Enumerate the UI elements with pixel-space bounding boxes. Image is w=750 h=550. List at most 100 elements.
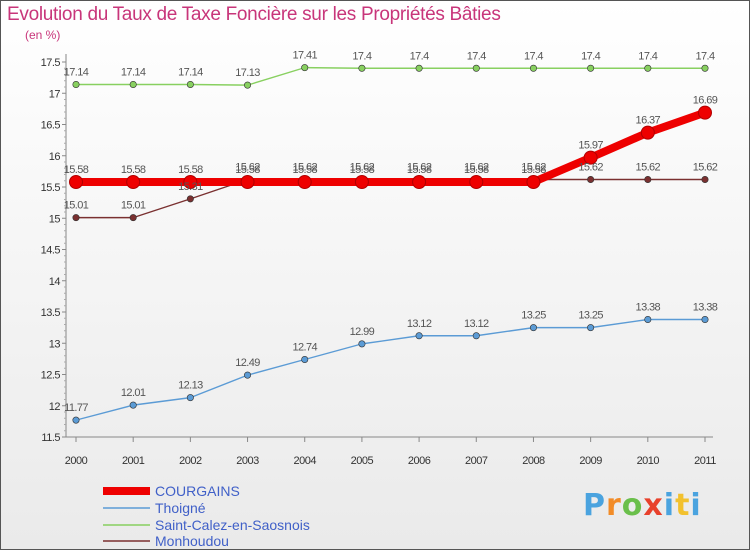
data-point xyxy=(186,81,194,89)
logo-letter: P xyxy=(583,488,606,523)
data-point xyxy=(640,125,655,140)
data-label: 15.62 xyxy=(235,162,260,174)
y-tick-label: 15 xyxy=(49,213,61,225)
data-point xyxy=(701,64,709,72)
data-point xyxy=(301,355,309,363)
data-point xyxy=(583,150,598,165)
y-tick-label: 17 xyxy=(49,88,61,100)
data-point xyxy=(415,332,423,340)
data-label: 12.13 xyxy=(178,380,203,392)
logo-letter: x xyxy=(643,488,664,523)
x-tick-label: 2007 xyxy=(465,455,488,467)
data-label: 15.01 xyxy=(64,200,89,212)
legend-label: Monhoudou xyxy=(155,533,229,549)
x-tick-label: 2008 xyxy=(522,455,545,467)
data-point xyxy=(72,416,80,424)
y-tick-label: 12 xyxy=(49,401,61,413)
data-label: 15.62 xyxy=(578,162,603,174)
data-label: 16.37 xyxy=(636,115,661,127)
data-label: 12.01 xyxy=(121,387,146,399)
data-label: 17.4 xyxy=(410,50,429,62)
data-point xyxy=(72,214,80,222)
data-label: 13.38 xyxy=(693,302,718,314)
legend-label: Saint-Calez-en-Saosnois xyxy=(155,517,310,533)
data-label: 17.13 xyxy=(235,67,260,79)
data-point xyxy=(644,176,652,184)
data-label: 17.4 xyxy=(524,50,543,62)
series-line-saint-calez-en-saosnois xyxy=(75,66,706,86)
data-label: 15.58 xyxy=(121,164,146,176)
x-tick-label: 2006 xyxy=(408,455,431,467)
data-label: 17.4 xyxy=(352,50,371,62)
data-label: 17.4 xyxy=(695,50,714,62)
data-label: 17.14 xyxy=(178,67,203,79)
data-label: 15.62 xyxy=(636,162,661,174)
data-label: 15.62 xyxy=(521,162,546,174)
data-label: 17.4 xyxy=(638,50,657,62)
logo-letter: t xyxy=(675,488,691,523)
data-point xyxy=(698,105,712,120)
data-label: 15.62 xyxy=(464,162,489,174)
y-tick-label: 14.5 xyxy=(41,245,61,257)
data-point xyxy=(644,64,652,72)
data-point xyxy=(297,175,312,189)
data-label: 15.58 xyxy=(178,164,203,176)
data-point xyxy=(587,176,595,184)
x-tick-label: 2004 xyxy=(293,455,316,467)
data-point xyxy=(129,401,137,409)
data-label: 15.62 xyxy=(350,162,375,174)
data-point xyxy=(526,175,541,189)
y-tick-label: 15.5 xyxy=(41,182,61,194)
data-point xyxy=(701,176,709,184)
data-point xyxy=(244,81,252,89)
logo-letter: r xyxy=(606,488,622,523)
data-point xyxy=(472,64,480,72)
y-tick-label: 16.5 xyxy=(41,120,61,132)
y-tick-label: 13.5 xyxy=(41,307,61,319)
y-tick-label: 13 xyxy=(49,338,61,350)
data-label: 17.41 xyxy=(292,50,317,62)
data-point xyxy=(244,371,252,379)
data-point xyxy=(301,64,309,72)
data-label: 12.49 xyxy=(235,357,260,369)
data-point xyxy=(72,81,80,89)
data-label: 13.25 xyxy=(578,310,603,322)
data-label: 11.77 xyxy=(64,402,88,414)
data-label: 15.62 xyxy=(407,162,432,174)
data-point xyxy=(126,175,141,189)
x-tick-label: 2009 xyxy=(579,455,602,467)
legend-label: COURGAINS xyxy=(155,483,240,499)
data-point xyxy=(412,175,427,189)
data-label: 15.58 xyxy=(464,164,489,176)
data-point xyxy=(354,175,369,189)
data-label: 16.69 xyxy=(693,95,718,107)
x-tick-label: 2003 xyxy=(236,455,259,467)
data-point xyxy=(469,175,484,189)
data-label: 13.38 xyxy=(636,302,661,314)
data-label: 15.31 xyxy=(178,181,203,193)
y-tick-label: 12.5 xyxy=(41,370,61,382)
x-tick-label: 2000 xyxy=(65,455,88,467)
data-label: 15.58 xyxy=(64,164,89,176)
data-label: 17.4 xyxy=(581,50,600,62)
data-point xyxy=(701,315,709,323)
data-label: 15.58 xyxy=(292,164,317,176)
data-label: 15.58 xyxy=(407,164,432,176)
data-label: 17.14 xyxy=(121,67,146,79)
data-label: 15.62 xyxy=(292,162,317,174)
data-label: 15.58 xyxy=(350,164,375,176)
data-label: 15.62 xyxy=(693,162,718,174)
series-line-thoign- xyxy=(75,318,706,421)
legend-label: Thoigné xyxy=(155,500,206,516)
data-label: 12.99 xyxy=(350,326,375,338)
data-point xyxy=(587,324,595,332)
data-label: 15.01 xyxy=(121,200,146,212)
data-point xyxy=(183,175,198,189)
data-label: 12.74 xyxy=(292,342,317,354)
y-tick-label: 14 xyxy=(49,276,61,288)
data-point xyxy=(186,394,194,402)
data-point xyxy=(529,324,537,332)
data-point xyxy=(358,340,366,348)
data-point xyxy=(69,175,83,189)
